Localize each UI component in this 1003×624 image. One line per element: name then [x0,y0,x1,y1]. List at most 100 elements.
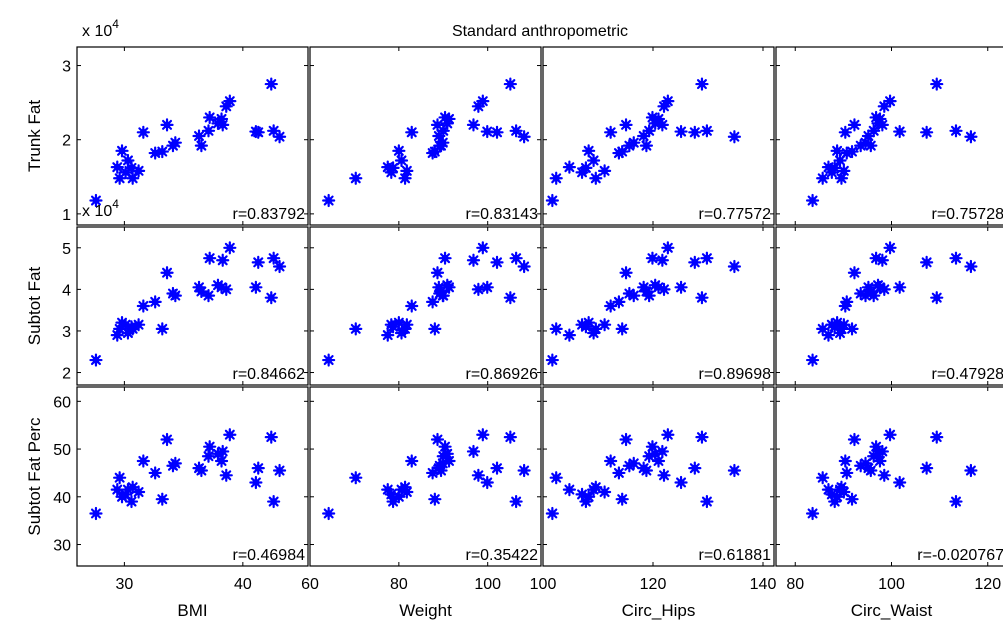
data-point [160,266,174,280]
data-point [657,468,671,482]
data-point [132,485,146,499]
x-axis-label: Circ_Waist [851,601,933,620]
data-point [349,171,363,185]
data-point [136,454,150,468]
data-point [168,456,182,470]
data-point [517,259,531,274]
y-exponent-label: x 104 [82,197,119,220]
panel-r1-c3: r=0.47928 [775,226,1003,386]
data-point [920,461,934,475]
data-point [627,136,641,150]
scatter-panels: r=0.83792 1 2 3 r=0.83143 r=0.77572 r=0.75728 T… [25,17,1003,620]
data-point [503,430,517,444]
y-tick-label: 60 [53,394,71,411]
data-point [695,430,709,444]
data-point [619,118,633,132]
data-point [615,492,629,506]
y-tick-label: 40 [53,490,71,507]
data-point [688,125,702,139]
data-point [503,291,517,305]
correlation-label: r=0.86926 [465,366,538,383]
correlation-label: r=0.35422 [465,547,538,564]
data-point [837,164,851,178]
data-point [223,241,237,255]
data-point [426,295,440,309]
correlation-label: r=0.84662 [232,366,305,383]
data-point [517,463,531,478]
data-point [400,318,414,332]
data-point [875,253,889,267]
panel-r0-c0: r=0.83792 [76,46,309,226]
y-tick-label: 3 [62,324,71,341]
x-tick-label: 100 [878,576,905,593]
data-point [400,164,414,178]
data-point [830,490,844,504]
data-point [545,193,559,208]
y-tick-label: 2 [62,366,71,383]
data-point [272,259,287,274]
panel-r0-c2: r=0.77572 [542,46,775,226]
x-tick-label: 30 [115,576,133,593]
data-point [155,144,169,159]
data-point [110,160,124,174]
data-point [700,251,714,265]
data-point [864,463,878,478]
panel-r1-c2: r=0.89698 [542,226,775,386]
data-point [642,289,656,303]
data-point [845,322,859,336]
data-point [434,463,448,478]
panel-r0-c3: r=0.75728 [775,46,1003,226]
data-point [612,295,626,309]
data-point [688,461,702,475]
data-point [168,136,182,150]
data-point [837,485,851,499]
panel-r1-c0: r=0.84662 [76,226,309,386]
data-point [155,492,169,506]
data-point [434,139,448,153]
data-point [480,280,494,294]
data-point [136,125,150,139]
data-point [251,125,265,139]
x-axis-label: Circ_Hips [622,601,696,620]
data-point [604,125,618,139]
y-tick-label: 3 [62,59,71,76]
data-point [883,241,897,255]
data-point [837,318,851,332]
data-point [964,259,978,274]
data-point [604,454,618,468]
data-point [349,322,363,336]
data-point [110,328,124,342]
panel-r2-c2: r=0.61881 [542,386,775,567]
data-point [466,118,481,132]
data-point [517,130,531,144]
data-point [545,353,559,367]
data-point [545,506,559,521]
data-point [920,255,934,269]
data-point [251,461,265,475]
data-point [949,124,963,138]
data-point [115,144,129,158]
data-point [627,456,641,470]
panel-r2-c3: r=-0.020767 [775,386,1003,567]
data-point [655,444,669,459]
data-point [223,428,237,442]
data-point [214,454,229,468]
x-tick-label: 60 [301,576,319,593]
data-point [847,266,862,280]
data-point [249,280,263,294]
data-point [674,475,688,490]
data-point [893,475,907,490]
data-point [845,492,859,506]
data-point [148,466,162,480]
data-point [964,463,978,478]
data-point [490,125,504,139]
correlation-label: r=0.77572 [698,206,771,223]
data-point [203,110,217,125]
data-point [828,161,842,175]
x-tick-label: 40 [234,576,252,593]
data-point [509,124,523,138]
data-point [264,291,278,305]
data-point [216,253,230,267]
correlation-label: r=0.83143 [465,206,538,223]
